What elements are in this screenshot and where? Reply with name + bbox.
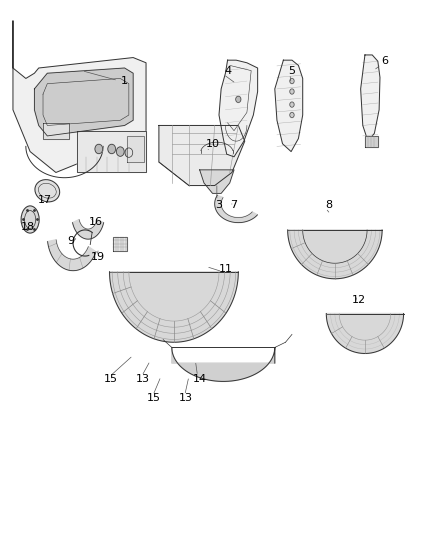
Polygon shape bbox=[48, 240, 96, 271]
Text: 15: 15 bbox=[104, 374, 118, 384]
Ellipse shape bbox=[21, 206, 39, 233]
Text: 11: 11 bbox=[219, 264, 233, 274]
Text: 7: 7 bbox=[230, 200, 237, 210]
Text: 12: 12 bbox=[351, 295, 366, 305]
Polygon shape bbox=[219, 60, 258, 157]
Ellipse shape bbox=[117, 147, 124, 156]
Text: 17: 17 bbox=[38, 195, 52, 205]
Bar bbox=[365, 136, 378, 148]
Ellipse shape bbox=[108, 144, 116, 154]
Text: 10: 10 bbox=[205, 139, 219, 149]
Text: 14: 14 bbox=[193, 374, 207, 384]
Polygon shape bbox=[288, 230, 382, 279]
Bar bbox=[113, 237, 127, 251]
Text: 4: 4 bbox=[224, 66, 231, 76]
Ellipse shape bbox=[236, 96, 241, 102]
Text: 5: 5 bbox=[289, 66, 296, 76]
Polygon shape bbox=[13, 21, 146, 173]
Text: 16: 16 bbox=[88, 217, 102, 227]
Text: 13: 13 bbox=[136, 374, 150, 384]
Polygon shape bbox=[43, 123, 69, 139]
Ellipse shape bbox=[95, 144, 102, 154]
Ellipse shape bbox=[290, 102, 294, 107]
Polygon shape bbox=[360, 55, 380, 141]
Text: 1: 1 bbox=[121, 76, 128, 86]
Polygon shape bbox=[215, 195, 258, 223]
Polygon shape bbox=[172, 348, 275, 382]
Polygon shape bbox=[78, 131, 146, 173]
Polygon shape bbox=[35, 68, 133, 136]
Text: 13: 13 bbox=[179, 393, 193, 403]
Ellipse shape bbox=[290, 112, 294, 118]
Polygon shape bbox=[73, 220, 104, 239]
Text: 6: 6 bbox=[381, 56, 388, 66]
Text: 19: 19 bbox=[91, 252, 105, 262]
Polygon shape bbox=[159, 125, 245, 185]
Polygon shape bbox=[326, 313, 403, 353]
Text: 8: 8 bbox=[325, 200, 332, 210]
Text: 9: 9 bbox=[67, 237, 74, 246]
Polygon shape bbox=[275, 60, 303, 151]
Bar bbox=[127, 136, 144, 162]
Text: 15: 15 bbox=[147, 393, 161, 403]
Ellipse shape bbox=[290, 89, 294, 94]
Ellipse shape bbox=[290, 78, 294, 84]
Polygon shape bbox=[110, 272, 238, 342]
Ellipse shape bbox=[125, 148, 133, 157]
Polygon shape bbox=[200, 170, 234, 193]
Text: 18: 18 bbox=[21, 222, 35, 232]
Text: 3: 3 bbox=[215, 200, 223, 210]
Ellipse shape bbox=[35, 180, 60, 202]
